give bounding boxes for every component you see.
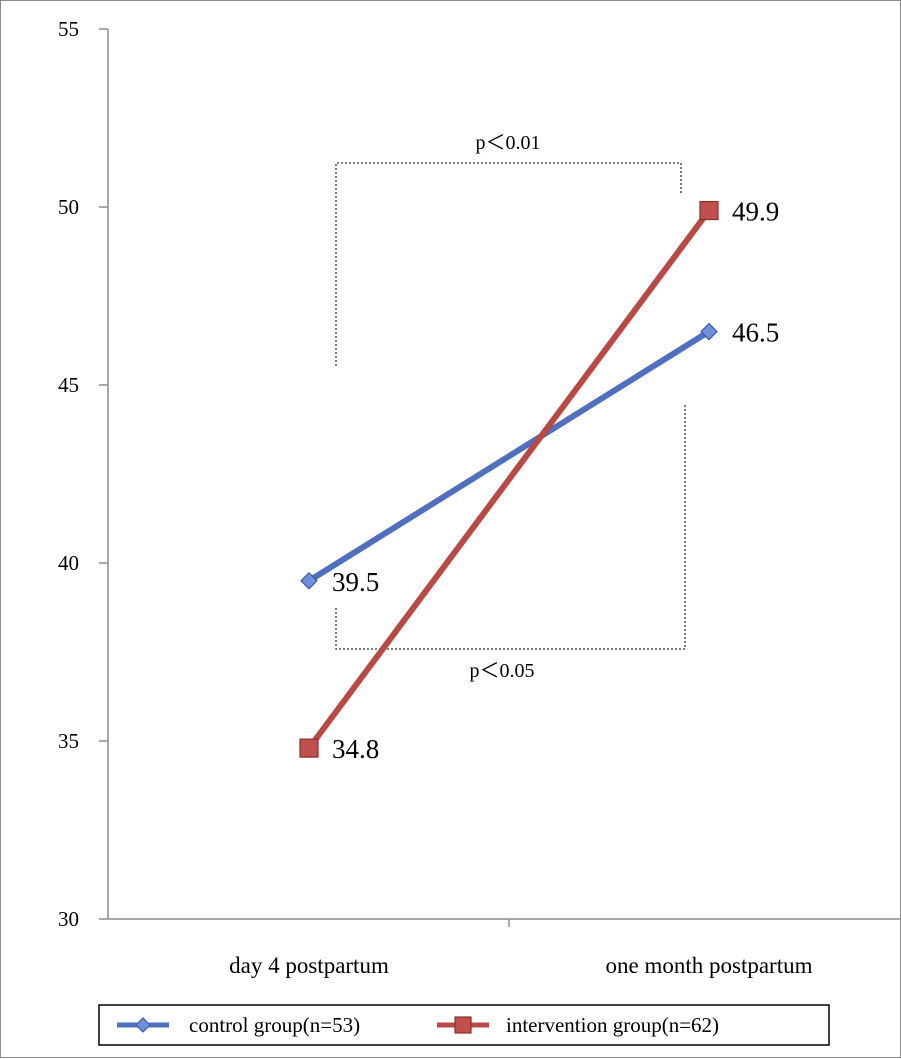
bracket-top <box>335 162 682 366</box>
series-line-0 <box>306 328 712 584</box>
y-tick-label: 45 <box>58 373 79 397</box>
data-point-marker <box>699 200 719 221</box>
legend-entry-label: control group(n=53) <box>189 1013 360 1037</box>
y-tick-label: 50 <box>58 195 79 219</box>
legend-entry-label: intervention group(n=62) <box>506 1013 719 1037</box>
annotation-bottom-label: p＜0.05 <box>470 660 535 682</box>
data-label: 49.9 <box>732 197 779 227</box>
bracket-bottom <box>335 403 686 650</box>
significance-annotations: p＜0.01 p＜0.05 <box>335 132 686 682</box>
y-tick-label: 40 <box>58 551 79 575</box>
x-category-label: day 4 postpartum <box>229 953 389 978</box>
data-label: 39.5 <box>332 567 379 597</box>
data-point-marker <box>300 571 318 590</box>
legend: control group(n=53) intervention group(n=… <box>98 1004 830 1046</box>
y-tick-label: 35 <box>58 729 79 753</box>
data-point-marker <box>700 322 718 341</box>
y-tick-label: 30 <box>58 907 79 931</box>
legend-swatch-marker <box>454 1016 472 1034</box>
x-category-label: one month postpartum <box>606 953 813 978</box>
data-label: 46.5 <box>732 318 779 348</box>
data-label: 34.8 <box>332 734 379 764</box>
annotation-top-label: p＜0.01 <box>476 132 541 154</box>
y-tick-label: 55 <box>58 17 79 41</box>
data-labels: 39.5 46.5 34.8 49.9 <box>332 197 779 765</box>
series-lines <box>299 200 719 758</box>
series-line-1 <box>306 207 712 752</box>
data-point-marker <box>299 738 319 758</box>
axes: 30 35 40 45 50 55 day 4 postpartum one month po… <box>58 17 901 978</box>
legend-swatch-marker <box>135 1017 151 1033</box>
